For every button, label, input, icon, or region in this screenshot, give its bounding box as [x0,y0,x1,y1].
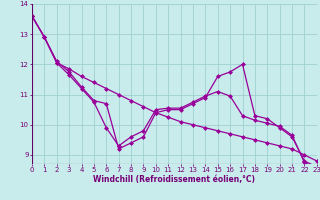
X-axis label: Windchill (Refroidissement éolien,°C): Windchill (Refroidissement éolien,°C) [93,175,255,184]
